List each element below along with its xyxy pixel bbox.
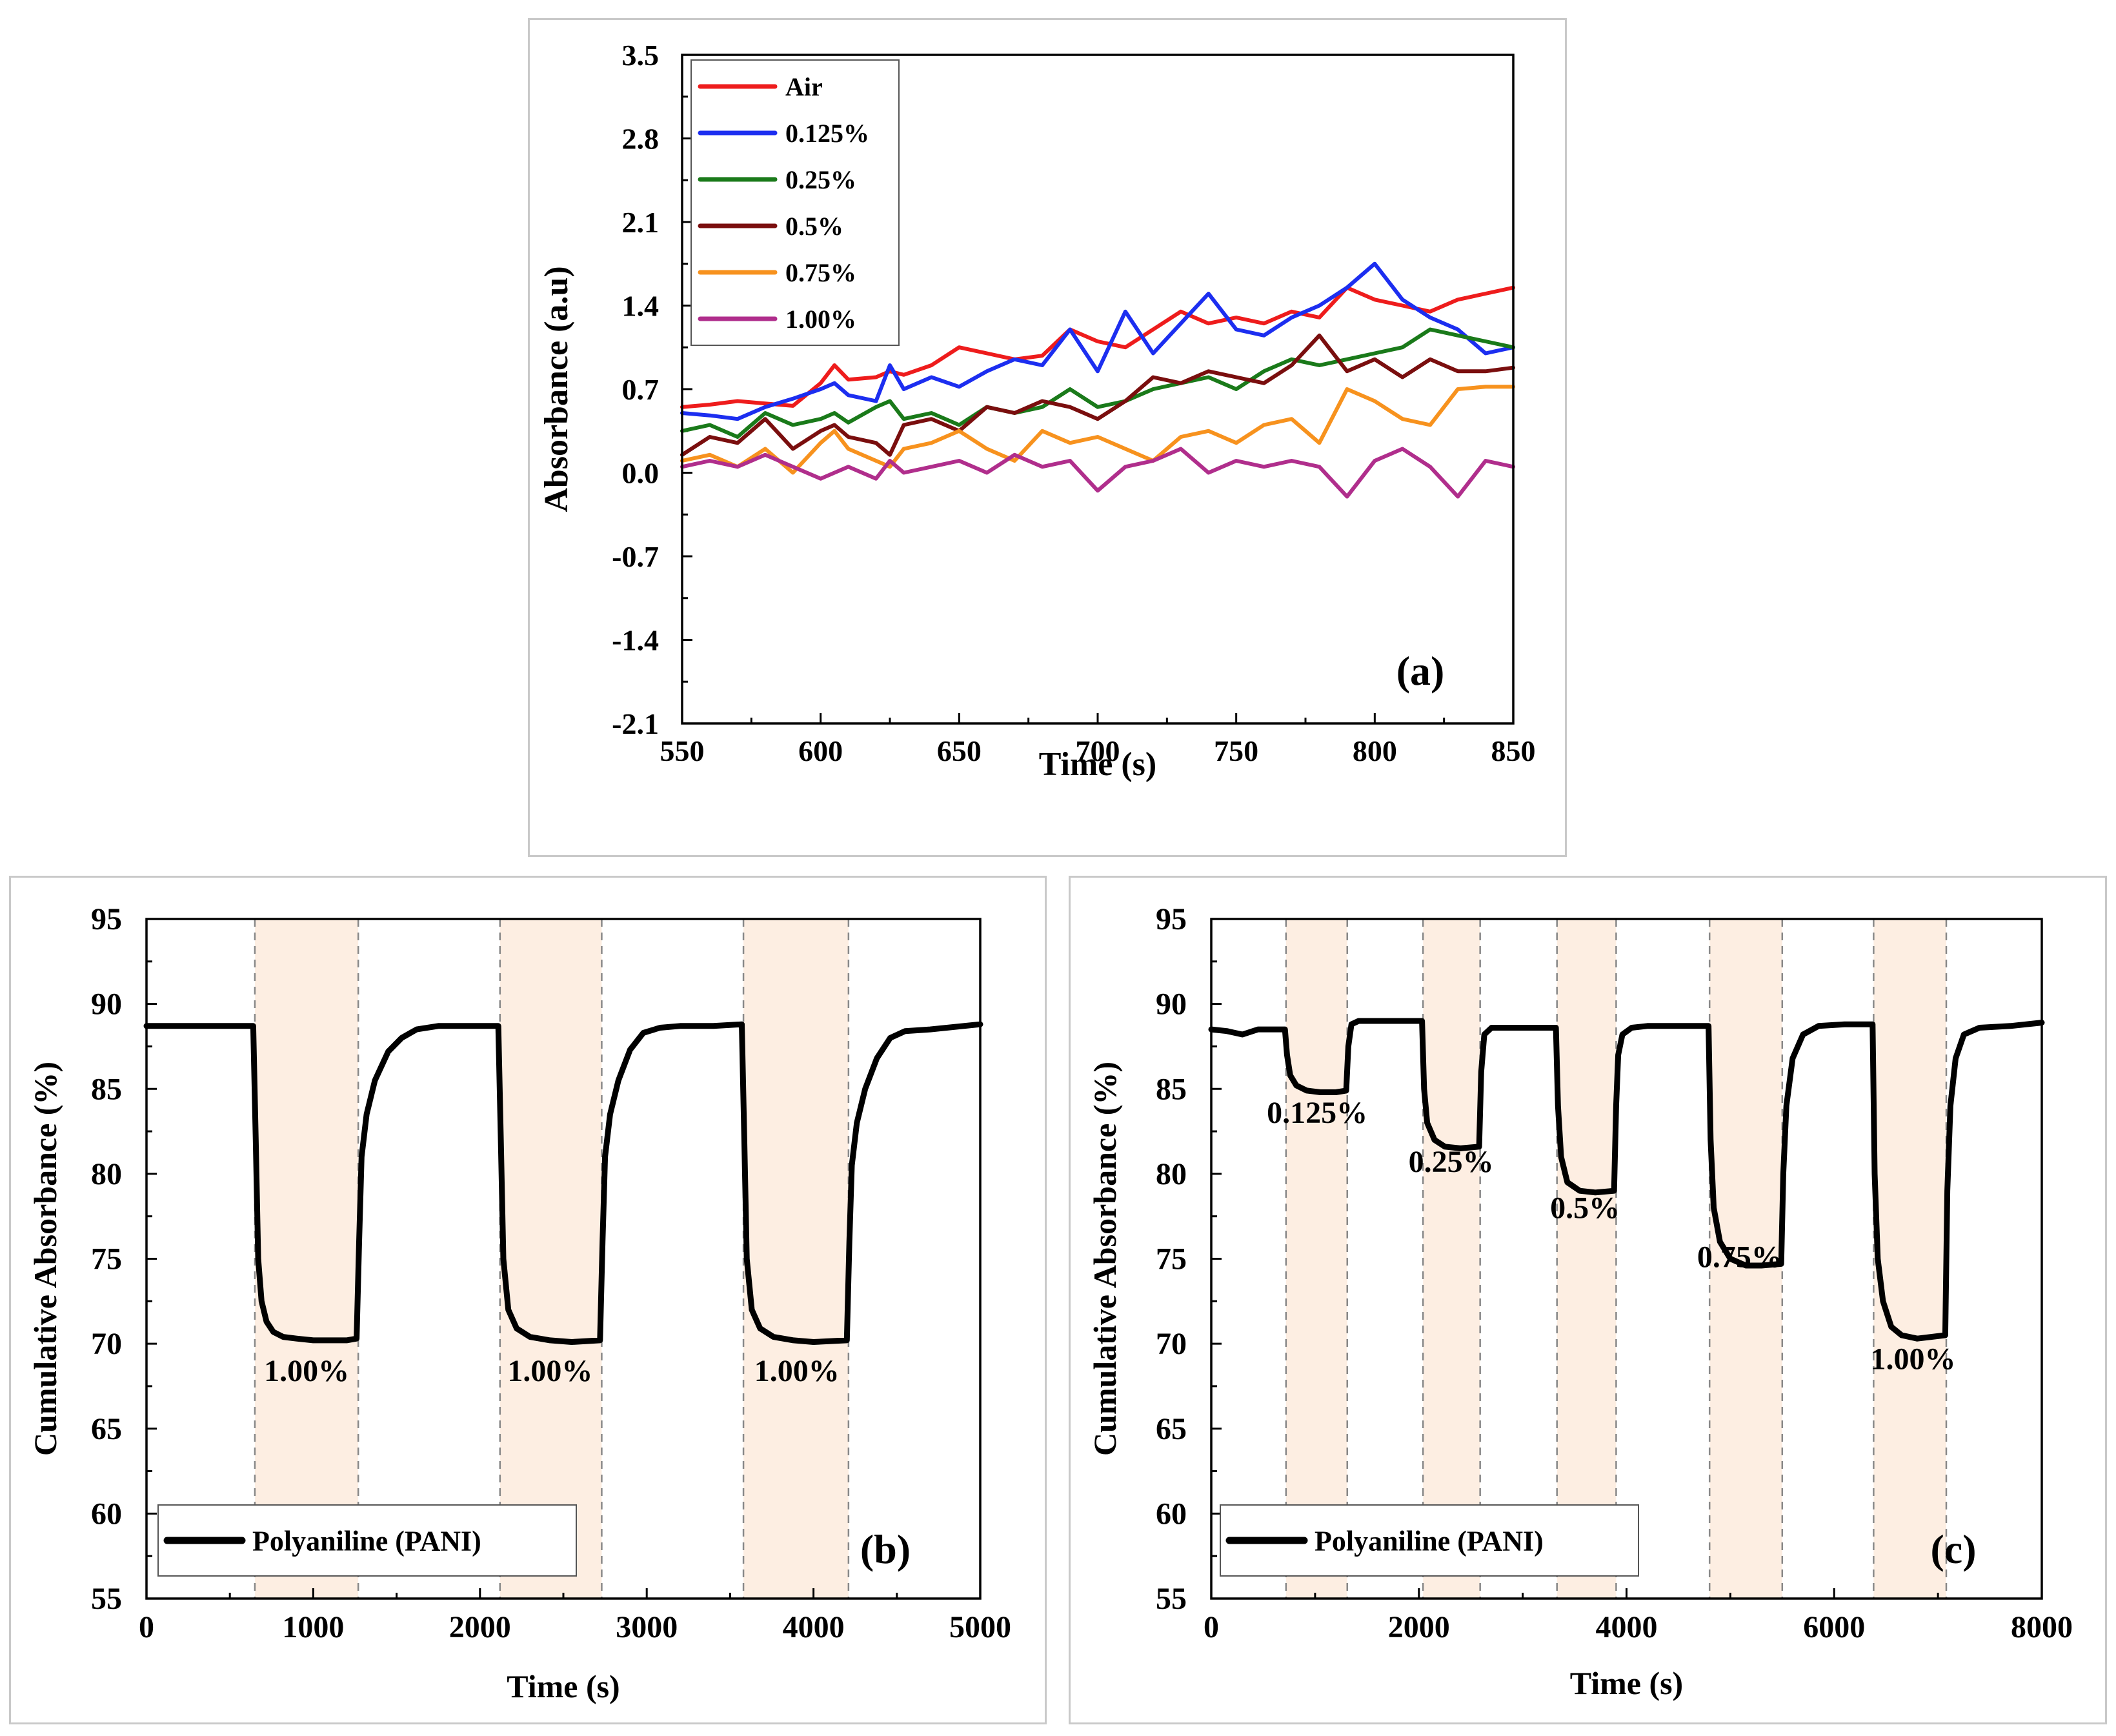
series-line-polyaniline-pani- <box>1208 1018 2045 1342</box>
x-tick-label: 0 <box>1204 1610 1219 1644</box>
y-tick-label: 90 <box>1156 987 1187 1022</box>
legend-entry: 0.25% <box>785 165 856 194</box>
shaded-interval <box>1285 919 1347 1599</box>
legend-entry: Polyaniline (PANI) <box>1315 1525 1544 1557</box>
x-tick-label: 1000 <box>282 1610 344 1644</box>
x-tick-label: 3000 <box>616 1610 678 1644</box>
y-tick-label: 0.7 <box>622 373 660 406</box>
y-axis-label: Cumulative Absorbance (%) <box>1087 1062 1123 1456</box>
absorbance-vs-time-chart: 550 600 650 700 750 800 850 -2.1 -1.4 -0.7 0.0 0.7 1… <box>538 39 1536 783</box>
y-tick-label: 55 <box>91 1582 122 1616</box>
y-tick-label: -0.7 <box>612 540 659 573</box>
x-axis-label: Time (s) <box>1570 1665 1683 1701</box>
concentration-annotation: 1.00% <box>1871 1342 1956 1377</box>
y-axis-label: Cumulative Absorbance (%) <box>27 1062 63 1456</box>
y-tick-label: 60 <box>1156 1497 1187 1531</box>
legend-entry: Air <box>785 72 823 101</box>
x-tick-label: 2000 <box>1388 1610 1450 1644</box>
plot-area-frame <box>145 918 982 1600</box>
x-tick-label: 800 <box>1353 734 1397 767</box>
cumulative-absorbance-concentration-chart: 0 2000 4000 6000 8000 55 60 65 70 75 80 85 90 95 0.125… <box>1087 902 2073 1701</box>
shaded-interval <box>1423 919 1480 1599</box>
series-line-0-75- <box>680 385 1515 475</box>
panel-label: (a) <box>1396 648 1445 694</box>
y-tick-label: 70 <box>1156 1327 1187 1361</box>
series-line-0-25- <box>680 327 1515 439</box>
y-tick-label: -1.4 <box>612 624 659 657</box>
series-line-0-125- <box>680 261 1515 421</box>
legend-entry: 0.75% <box>785 258 856 287</box>
panel-label: (b) <box>860 1526 911 1572</box>
x-tick-label: 700 <box>1076 734 1120 767</box>
chart-panel-a: 550 600 650 700 750 800 850 -2.1 -1.4 -0.7 0.0 0.7 1… <box>528 18 1567 857</box>
series-line-1-00- <box>680 447 1515 499</box>
y-tick-label: 80 <box>1156 1157 1187 1191</box>
series-line-0-5- <box>680 333 1515 457</box>
x-tick-label: 2000 <box>449 1610 511 1644</box>
y-tick-label: 65 <box>91 1412 122 1446</box>
y-tick-label: 0.0 <box>622 457 660 490</box>
legend-entry: 0.125% <box>785 119 869 148</box>
concentration-annotation: 1.00% <box>264 1354 349 1388</box>
y-tick-label: 55 <box>1156 1582 1187 1616</box>
cumulative-absorbance-repeat-chart: 0 1000 2000 3000 4000 5000 55 60 65 70 75 80 85 90 95 1… <box>27 902 1011 1704</box>
legend-entry: 0.5% <box>785 212 843 241</box>
shaded-interval <box>1709 919 1782 1599</box>
x-tick-label: 850 <box>1491 734 1536 767</box>
concentration-annotation: 1.00% <box>754 1354 840 1388</box>
legend-box <box>157 1504 577 1577</box>
shaded-interval <box>743 919 849 1599</box>
legend-entry: 1.00% <box>785 305 856 334</box>
y-tick-label: 95 <box>1156 902 1187 936</box>
y-tick-label: 90 <box>91 987 122 1022</box>
x-tick-label: 0 <box>139 1610 154 1644</box>
x-tick-label: 600 <box>798 734 843 767</box>
y-axis-label: Absorbance (a.u) <box>538 266 575 512</box>
legend-box <box>690 59 900 346</box>
x-tick-label: 5000 <box>949 1610 1011 1644</box>
x-tick-label: 8000 <box>2011 1610 2073 1644</box>
legend-entry: Polyaniline (PANI) <box>252 1525 481 1557</box>
plot-area-frame <box>1210 918 2043 1600</box>
shaded-interval <box>1557 919 1617 1599</box>
shaded-interval <box>1873 919 1946 1599</box>
y-tick-label: 65 <box>1156 1412 1187 1446</box>
x-tick-label: 6000 <box>1803 1610 1865 1644</box>
y-tick-label: 85 <box>91 1072 122 1106</box>
panel-label: (c) <box>1930 1526 1976 1572</box>
x-axis-label: Time (s) <box>1039 746 1156 783</box>
chart-panel-b: 0 1000 2000 3000 4000 5000 55 60 65 70 75 80 85 90 95 1… <box>9 876 1047 1724</box>
chart-panel-c: 0 2000 4000 6000 8000 55 60 65 70 75 80 85 90 95 0.125… <box>1069 876 2107 1724</box>
series-line-polyaniline-pani- <box>143 1021 983 1345</box>
y-tick-label: 80 <box>91 1157 122 1191</box>
y-tick-label: -2.1 <box>612 707 659 740</box>
x-tick-label: 650 <box>937 734 982 767</box>
y-tick-label: 75 <box>91 1242 122 1277</box>
x-tick-label: 750 <box>1214 734 1258 767</box>
plot-area-frame <box>681 54 1515 725</box>
concentration-annotation: 0.125% <box>1267 1096 1367 1130</box>
y-tick-label: 75 <box>1156 1242 1187 1277</box>
concentration-annotation: 1.00% <box>507 1354 592 1388</box>
y-tick-label: 70 <box>91 1327 122 1361</box>
shaded-interval <box>254 919 359 1599</box>
y-tick-label: 95 <box>91 902 122 936</box>
y-tick-label: 60 <box>91 1497 122 1531</box>
y-tick-label: 85 <box>1156 1072 1187 1106</box>
x-tick-label: 550 <box>660 734 705 767</box>
y-tick-label: 1.4 <box>622 290 660 323</box>
concentration-annotation: 0.75% <box>1697 1240 1782 1275</box>
x-tick-label: 4000 <box>783 1610 845 1644</box>
x-axis-label: Time (s) <box>507 1668 620 1704</box>
y-tick-label: 3.5 <box>622 39 660 72</box>
y-tick-label: 2.1 <box>622 206 660 239</box>
y-tick-label: 2.8 <box>622 123 660 156</box>
concentration-annotation: 0.5% <box>1550 1191 1620 1225</box>
x-tick-label: 4000 <box>1596 1610 1658 1644</box>
shaded-interval <box>499 919 602 1599</box>
concentration-annotation: 0.25% <box>1409 1145 1494 1179</box>
